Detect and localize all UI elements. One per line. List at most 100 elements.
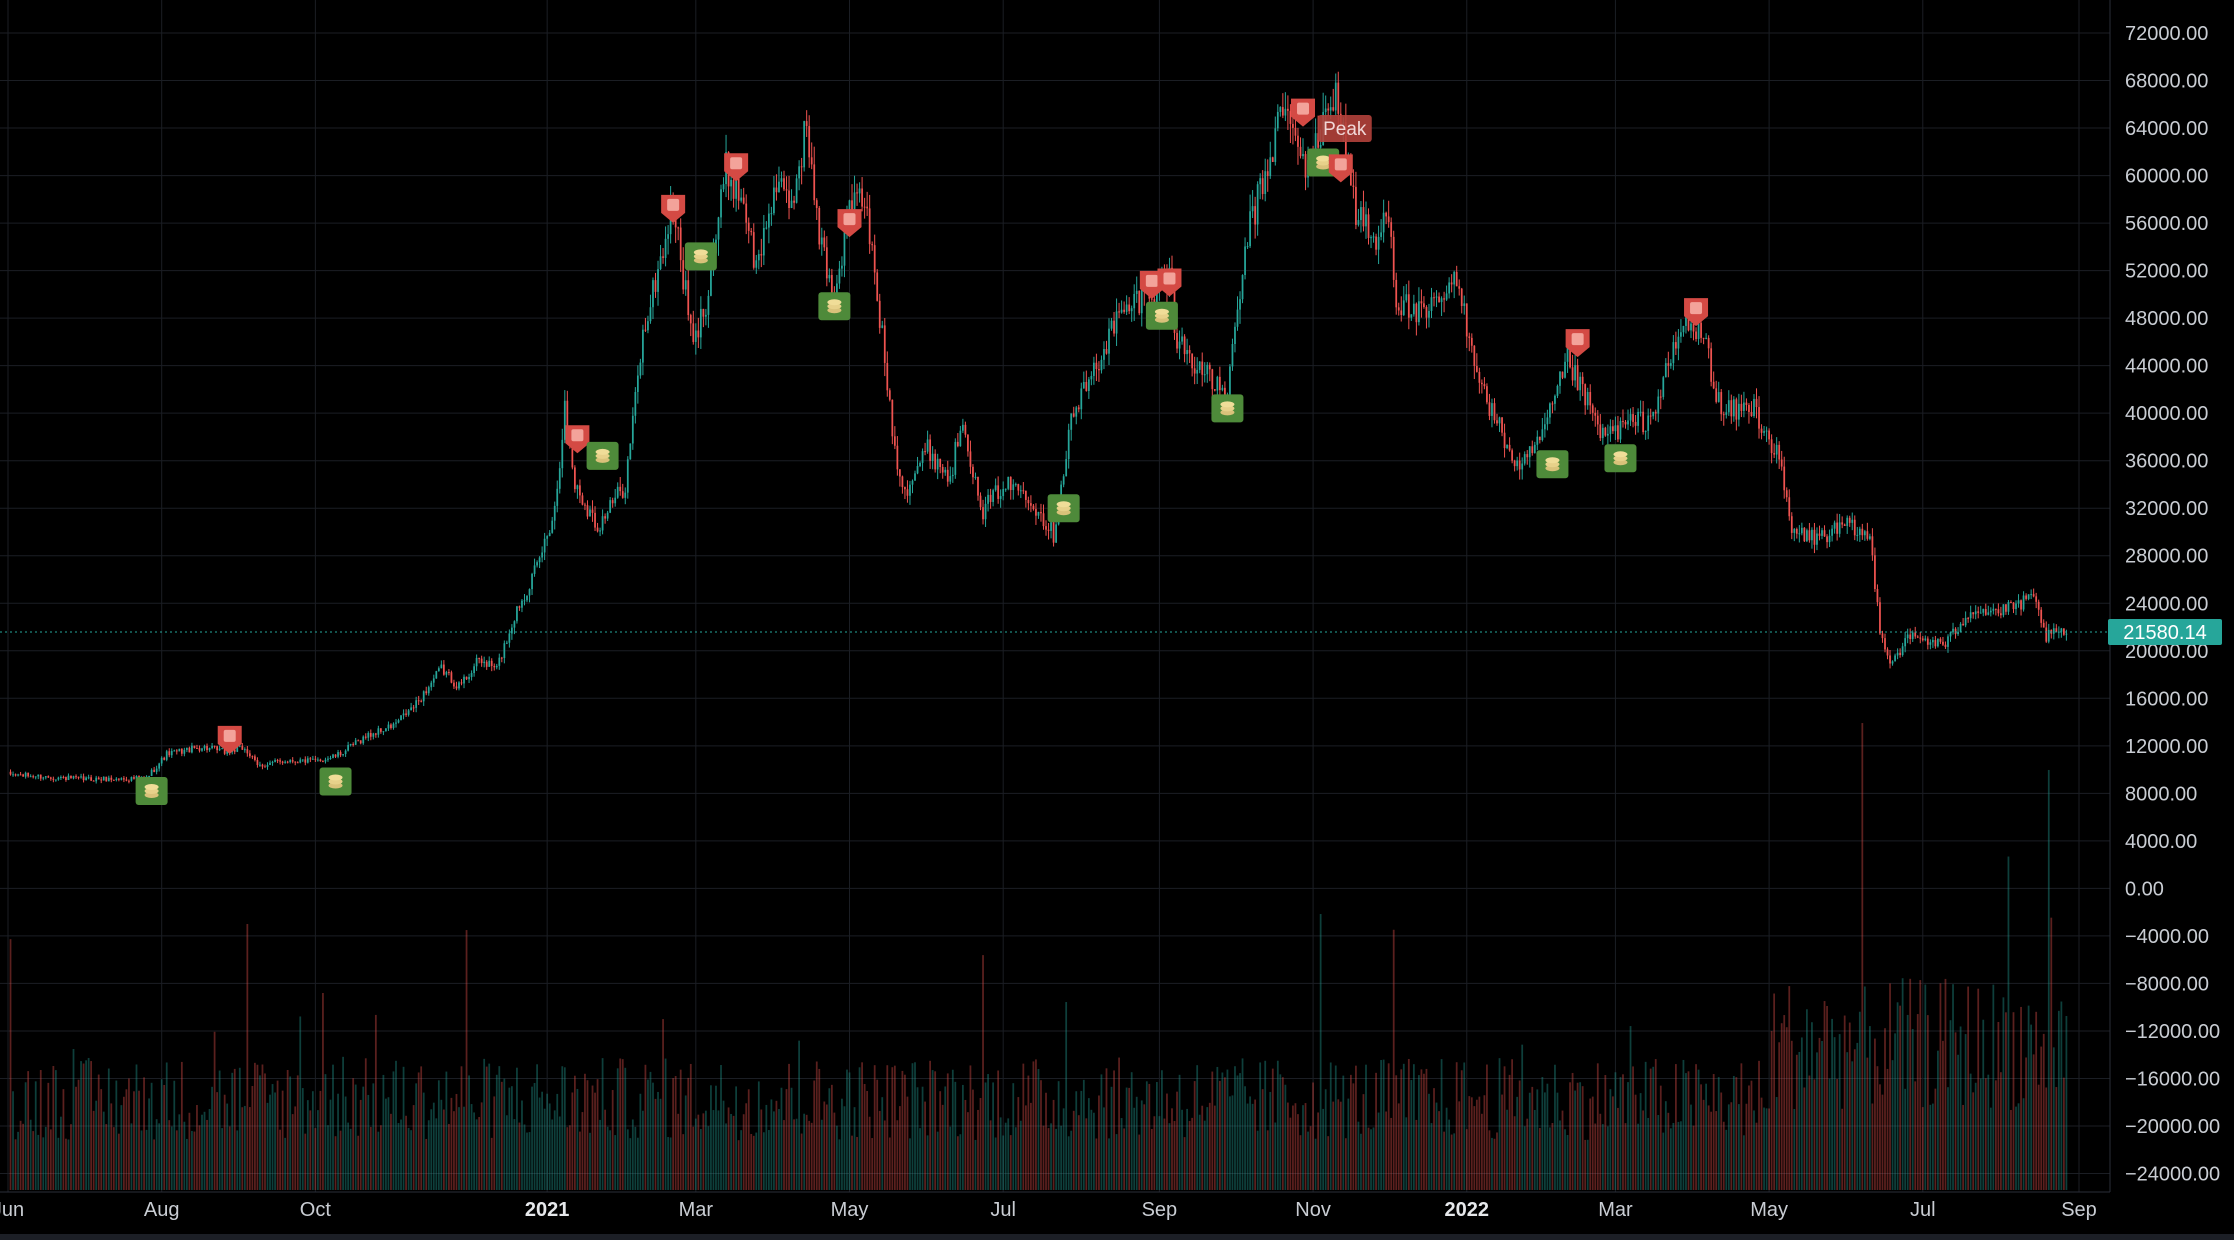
volume-bar bbox=[614, 1135, 617, 1190]
candle-body bbox=[1100, 359, 1103, 371]
candle-body bbox=[1816, 533, 1818, 545]
time-axis[interactable]: JunAugOct2021MarMayJulSepNov2022MarMayJu… bbox=[0, 1199, 2097, 1221]
volume-bar bbox=[1884, 1028, 1886, 1190]
candle-body bbox=[349, 744, 352, 746]
volume-bar bbox=[37, 1134, 40, 1190]
candle-body bbox=[2063, 628, 2065, 635]
volume-bar bbox=[405, 1115, 407, 1190]
volume-bar bbox=[553, 1110, 556, 1190]
candle-body bbox=[1261, 178, 1264, 195]
volume-bar bbox=[1256, 1130, 1259, 1190]
candle-body bbox=[1095, 362, 1098, 370]
volume-bar bbox=[1269, 1091, 1272, 1190]
volume-bar bbox=[359, 1099, 362, 1190]
candle-body bbox=[961, 424, 964, 431]
volume-bar bbox=[241, 1107, 244, 1190]
candle-body bbox=[533, 565, 536, 574]
candle-body bbox=[1677, 336, 1680, 349]
candle-body bbox=[1579, 376, 1582, 391]
candle-body bbox=[1418, 301, 1420, 323]
volume-bar bbox=[1737, 1104, 1740, 1190]
candle-body bbox=[1266, 171, 1269, 177]
candle-body bbox=[551, 520, 554, 533]
volume-bar bbox=[939, 1091, 942, 1190]
volume-bar bbox=[1334, 1065, 1337, 1190]
candle-body bbox=[165, 751, 168, 760]
candle-body bbox=[861, 188, 863, 207]
candle-body bbox=[1543, 424, 1546, 430]
candle-body bbox=[135, 776, 138, 779]
volume-bar bbox=[682, 1134, 685, 1190]
candle-body bbox=[800, 166, 803, 168]
volume-bar bbox=[1806, 1009, 1808, 1190]
candle-body bbox=[107, 777, 110, 782]
volume-bar bbox=[327, 1125, 329, 1190]
volume-bar bbox=[1972, 1092, 1975, 1190]
price-axis[interactable]: 72000.0068000.0064000.0060000.0056000.00… bbox=[2125, 23, 2220, 1186]
volume-bar bbox=[102, 1111, 105, 1190]
volume-bar bbox=[1664, 1101, 1667, 1190]
candle-body bbox=[1014, 484, 1017, 486]
volume-bar bbox=[2057, 1010, 2060, 1190]
candle-body bbox=[1581, 376, 1584, 385]
volume-bar bbox=[788, 1063, 790, 1190]
volume-bar bbox=[1415, 1119, 1418, 1190]
candle-body bbox=[1511, 450, 1514, 461]
volume-bar bbox=[1367, 1127, 1370, 1190]
volume-bar bbox=[712, 1110, 715, 1190]
volume-bar bbox=[737, 1140, 740, 1190]
volume-bar bbox=[1390, 1117, 1393, 1190]
candle-body bbox=[49, 777, 52, 779]
volume-bar bbox=[1105, 1068, 1108, 1190]
candle-body bbox=[1957, 631, 1959, 635]
volume-bar bbox=[1488, 1130, 1491, 1190]
candle-body bbox=[1989, 610, 1992, 613]
candle-body bbox=[377, 728, 380, 735]
price-axis-label: 48000.00 bbox=[2125, 308, 2208, 330]
candle-body bbox=[1760, 428, 1763, 433]
candle-body bbox=[1559, 371, 1561, 386]
volume-bar bbox=[352, 1078, 355, 1190]
volume-bar bbox=[1045, 1092, 1047, 1190]
volume-bar bbox=[1816, 1052, 1818, 1190]
candle-body bbox=[1052, 522, 1055, 543]
candle-body bbox=[1979, 612, 1982, 614]
volume-bar bbox=[1891, 1060, 1894, 1190]
candle-body bbox=[105, 776, 108, 782]
candle-body bbox=[1564, 361, 1566, 378]
volume-bar bbox=[1395, 1075, 1398, 1190]
volume-bar bbox=[624, 1067, 627, 1190]
volume-bar bbox=[1977, 988, 1980, 1190]
volume-bar bbox=[1662, 1132, 1665, 1190]
volume-bar bbox=[551, 1119, 554, 1190]
candle-body bbox=[775, 187, 778, 193]
candle-body bbox=[1528, 446, 1531, 458]
volume-bar bbox=[833, 1112, 836, 1190]
volume-bar bbox=[1352, 1083, 1355, 1190]
candle-body bbox=[432, 678, 435, 683]
candle-body bbox=[503, 643, 506, 659]
volume-bar bbox=[871, 1138, 874, 1190]
volume-bar bbox=[1952, 984, 1954, 1190]
volume-bar bbox=[286, 1070, 289, 1190]
volume-bar bbox=[236, 1130, 239, 1190]
candle-body bbox=[1352, 185, 1355, 187]
candle-body bbox=[2035, 596, 2038, 602]
volume-bar bbox=[1392, 929, 1395, 1190]
volume-bar bbox=[1836, 1079, 1839, 1190]
volume-bar bbox=[1239, 1073, 1241, 1190]
volume-bar bbox=[1501, 1094, 1503, 1190]
candle-body bbox=[180, 748, 183, 754]
volume-bar bbox=[1513, 1116, 1516, 1190]
volume-bar bbox=[793, 1119, 795, 1190]
volume-bar bbox=[1168, 1123, 1171, 1190]
candle-body bbox=[1700, 322, 1702, 338]
volume-bar bbox=[1967, 986, 1970, 1190]
candle-body bbox=[385, 728, 387, 732]
candle-body bbox=[1186, 350, 1188, 355]
volume-bar bbox=[1198, 1114, 1201, 1190]
candle-body bbox=[1717, 392, 1720, 402]
volume-bar bbox=[1949, 1020, 1952, 1190]
